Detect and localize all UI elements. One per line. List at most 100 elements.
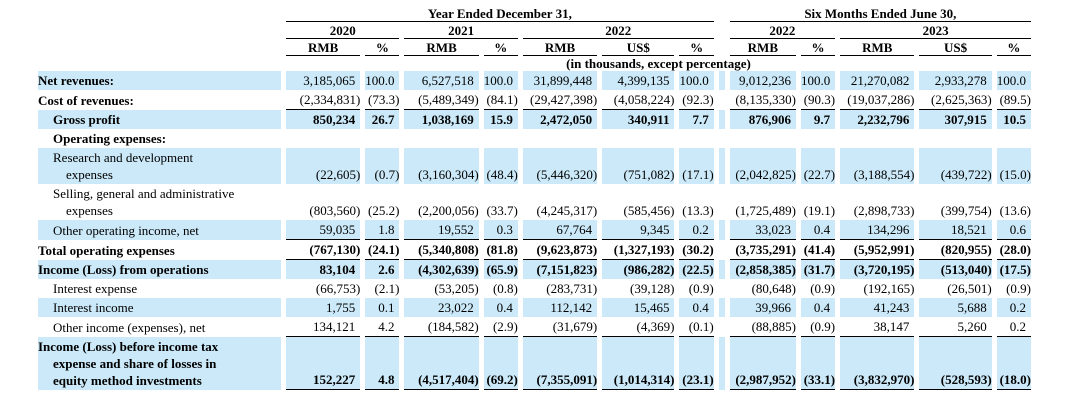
row-label-line: Total operating expenses [38,243,175,258]
cell-value: (2,042,825) [729,148,796,184]
cell-value: (0.9) [810,281,836,296]
row-label-line: expense and share of losses in [53,356,217,371]
cell-value: (18.0) [996,337,1031,390]
header-spacer [38,22,281,39]
column-gap [718,71,725,90]
cell-value: 67,764 [522,220,598,240]
cell-value: (33.7) [486,203,518,218]
cell-value: 0.4 [800,298,836,317]
cell-value: (2.9) [483,317,518,337]
cell-value: (2,898,733) [853,203,915,218]
row-label-line: Interest income [53,300,134,315]
cell-value: (30.2) [679,240,714,260]
cell-value: 4.2 [365,317,400,337]
period-header-row: Year Ended December 31, Six Months Ended… [38,4,1031,22]
column-gap [718,220,725,240]
row-label: Other operating income, net [38,220,281,240]
column-gap [719,184,725,220]
cell-value: 100.0 [483,71,518,90]
cell-value: 1,038,169 [404,110,479,129]
cell-value: (15.0) [996,148,1031,184]
cell-value: 9,345 [602,220,675,240]
cell-value: (4,245,317) [536,203,598,218]
row-label-line: Net revenues: [38,73,114,88]
table-body: Net revenues: 3,185,065 100.0 6,527,518 100.… [38,71,1031,390]
cell-value: 38,147 [840,317,915,337]
unit-note: (in thousands, except percentage) [566,56,751,71]
cell-value: 100.0 [996,71,1031,90]
header-spacer [38,56,281,71]
row-label: Operating expenses: [38,129,281,148]
cell-value: (24.1) [365,240,400,260]
cell-value [365,129,399,148]
financial-statement-page: Year Ended December 31, Six Months Ended… [33,4,1036,390]
cell-value: 100.0 [679,71,714,90]
cell-value: (80,648) [751,281,796,296]
cell-value: (81.8) [483,240,518,260]
row-label: Net revenues: [38,71,281,90]
cell-value: (23.1) [679,337,714,390]
cell-value: (65.9) [483,260,518,279]
cell-value: 1,755 [286,298,361,317]
row-label: Research and development expenses [38,148,281,184]
cell-value: 15,465 [602,298,675,317]
col-header-2021-pct: % [483,39,518,56]
row-label: Other income (expenses), net [38,317,281,337]
row-label-line: equity method investments [53,373,202,388]
income-statement-table: Year Ended December 31, Six Months Ended… [33,4,1036,390]
column-gap [719,4,725,22]
cell-value: 100.0 [365,71,400,90]
cell-value: 31,899,448 [522,71,598,90]
table-row: Income (Loss) before income tax expense a… [38,337,1031,390]
col-header-2022-usd: US$ [602,39,675,56]
cell-value: 2.6 [365,260,400,279]
column-gap [719,129,725,148]
cell-value: 0.2 [996,317,1031,337]
cell-value: 1.8 [365,220,400,240]
cell-value: (0.9) [1006,281,1031,296]
cell-value: (33.1) [800,337,836,390]
cell-value [730,129,796,148]
cell-value: (41.4) [800,240,836,260]
cell-value: 59,035 [286,220,361,240]
table-row: Selling, general and administrative expen… [38,184,1031,220]
column-gap [719,279,725,298]
cell-value [919,129,991,148]
cell-value [801,129,835,148]
cell-value: (0.9) [688,281,714,296]
cell-value: (66,753) [315,281,361,296]
cell-value: (0.1) [679,317,714,337]
cell-value: 26.7 [365,110,400,129]
table-row: Income (Loss) from operations 83,104 2.6 (4… [38,260,1031,279]
cell-value: 10.5 [996,110,1031,129]
cell-value: 2,933,278 [919,71,992,90]
row-label-line: expenses [66,203,113,218]
cell-value [840,129,914,148]
cell-value: (22.5) [679,260,714,279]
cell-value: (5,489,349) [404,90,479,110]
cell-value: (92.3) [679,90,714,110]
cell-value: (3,832,970) [840,337,915,390]
cell-value [679,129,713,148]
col-header-2021-rmb: RMB [404,39,479,56]
cell-value: 19,552 [404,220,479,240]
cell-value [602,129,674,148]
cell-value: (585,456) [623,203,675,218]
cell-value: (283,731) [546,281,598,296]
cell-value: (13.3) [682,203,714,218]
year-header-2020: 2020 [286,22,400,39]
cell-value: (986,282) [602,260,675,279]
cell-value: 134,296 [840,220,915,240]
row-label: Total operating expenses [38,240,281,260]
cell-value: (399,754) [940,203,992,218]
cell-value: (1,725,489) [735,203,796,218]
cell-value: 83,104 [286,260,361,279]
row-label-line: expenses [66,167,113,182]
cell-value: (1,327,193) [602,240,675,260]
cell-value: (513,040) [919,260,992,279]
cell-value: (4,517,404) [404,337,479,390]
cell-value: (3,188,554) [840,148,915,184]
cell-value: (89.5) [996,90,1031,110]
column-gap [718,337,725,390]
cell-value: (69.2) [483,337,518,390]
